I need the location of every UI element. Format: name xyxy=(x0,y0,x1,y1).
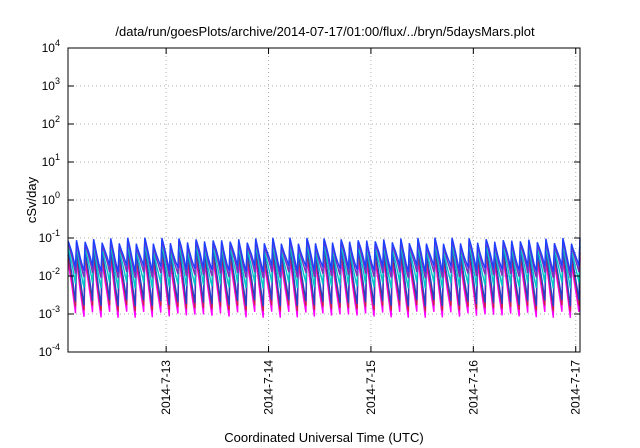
x-tick-label: 2014-7-17 xyxy=(569,360,583,415)
y-tick-label: 104 xyxy=(42,38,60,55)
x-tick-label: 2014-7-13 xyxy=(159,360,173,415)
chart-title: /data/run/goesPlots/archive/2014-07-17/0… xyxy=(115,24,535,39)
x-axis-label: Coordinated Universal Time (UTC) xyxy=(224,430,423,445)
x-tick-label: 2014-7-14 xyxy=(262,360,276,415)
y-axis-label: cSv/day xyxy=(24,176,39,223)
y-tick-label: 100 xyxy=(42,190,60,207)
series-group xyxy=(67,237,581,318)
y-tick-label: 101 xyxy=(42,152,60,169)
series-line xyxy=(67,237,581,273)
y-axis: 10-4 10-3 10-2 10-1 100 101 102 103 104 xyxy=(39,38,580,359)
y-tick-label: 103 xyxy=(42,76,60,93)
y-tick-label: 10-3 xyxy=(39,304,60,321)
y-tick-label: 10-4 xyxy=(39,342,60,359)
y-tick-label: 10-2 xyxy=(39,266,60,283)
y-tick-label: 10-1 xyxy=(39,228,60,245)
grid xyxy=(68,48,580,352)
y-tick-label: 102 xyxy=(42,114,60,131)
x-tick-label: 2014-7-16 xyxy=(466,360,480,415)
x-axis: 2014-7-13 2014-7-14 2014-7-15 2014-7-16 2014… xyxy=(159,48,583,415)
x-tick-label: 2014-7-15 xyxy=(364,360,378,415)
